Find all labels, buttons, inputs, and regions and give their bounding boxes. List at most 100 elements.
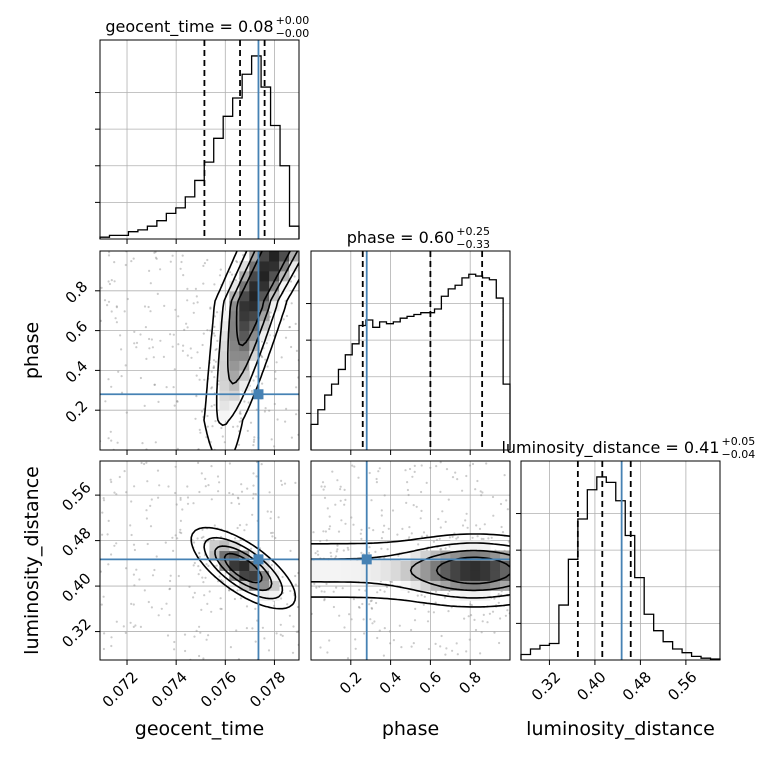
sample-point (279, 633, 282, 636)
density-cell (239, 330, 250, 342)
sample-point (236, 425, 239, 428)
sample-point (422, 603, 425, 606)
x-axis-label-phase: phase (382, 718, 439, 740)
sample-point (204, 576, 207, 579)
sample-point (439, 526, 442, 529)
density-cell (400, 560, 412, 571)
sample-point (265, 342, 268, 345)
sample-point (270, 438, 273, 441)
sample-point (130, 500, 133, 503)
sample-point (380, 547, 383, 550)
sample-point (145, 509, 148, 512)
sample-point (362, 618, 365, 621)
sample-point (425, 481, 428, 484)
density-cell (239, 380, 250, 391)
sample-point (254, 607, 257, 611)
sample-point (396, 533, 399, 536)
density-cell (249, 310, 260, 322)
panel-frame (520, 460, 721, 661)
sample-point (372, 529, 375, 532)
sample-point (179, 528, 182, 531)
density-cell (470, 550, 481, 561)
sample-point (417, 543, 420, 546)
sample-point (285, 407, 288, 410)
sample-point (505, 499, 508, 502)
sample-point (370, 599, 373, 602)
density-cell (229, 350, 240, 361)
sample-point (153, 383, 156, 386)
sample-point (347, 548, 350, 551)
sample-point (152, 356, 155, 359)
sample-point (271, 531, 274, 534)
sample-point (109, 478, 112, 481)
sample-point (169, 579, 172, 583)
sample-point (207, 484, 210, 487)
sample-point (380, 514, 383, 517)
title-lower-error: −0.04 (722, 448, 756, 461)
density-cell (269, 260, 280, 272)
density-cell (450, 550, 461, 561)
density-cell (450, 540, 461, 552)
sample-point (198, 428, 201, 431)
density-cell (450, 580, 461, 591)
density-cell (239, 290, 250, 302)
sample-point (145, 461, 148, 464)
sample-point (280, 479, 283, 482)
sample-point (482, 537, 485, 541)
sample-point (380, 509, 383, 512)
sample-point (133, 342, 136, 345)
x-tick-label-phase: 0.2 (336, 668, 366, 698)
sample-point (250, 547, 253, 550)
density-cell (500, 560, 510, 571)
sample-point (249, 421, 253, 424)
sample-point (120, 375, 123, 378)
density-cell (370, 570, 382, 581)
sample-point (380, 537, 383, 540)
sample-point (373, 620, 376, 623)
sample-point (185, 322, 188, 325)
sample-point (168, 587, 172, 590)
density-cell (229, 300, 240, 312)
contours-phase-luminosity_distance (311, 533, 510, 608)
sample-point (359, 532, 362, 535)
sample-point (209, 329, 212, 332)
sample-point (444, 547, 447, 550)
sample-point (284, 336, 288, 339)
sample-point (474, 488, 477, 491)
sample-point (162, 355, 165, 358)
y-tick-label-luminosity_distance: 0.48 (58, 524, 94, 560)
sample-point (269, 517, 272, 520)
sample-point (183, 633, 187, 636)
sample-point (120, 348, 123, 351)
density-cell (460, 570, 471, 581)
sample-point (184, 649, 187, 653)
sample-point (413, 619, 417, 622)
sample-point (165, 386, 168, 389)
sample-point (423, 595, 426, 598)
sample-point (229, 271, 232, 274)
sample-point (288, 326, 291, 329)
sample-point (282, 318, 285, 321)
density-cell (500, 570, 510, 581)
sample-point (237, 497, 240, 500)
sample-point (154, 256, 158, 259)
sample-point (192, 302, 195, 305)
density-cell (400, 570, 412, 581)
truth-marker (253, 554, 264, 565)
sample-point (335, 586, 338, 589)
sample-point (171, 536, 174, 539)
sample-point (255, 461, 259, 464)
sample-point (376, 591, 379, 594)
panel-frame (99, 39, 300, 240)
sample-point (270, 564, 273, 567)
density-cell (219, 410, 230, 421)
sample-point (480, 494, 483, 497)
sample-point (352, 598, 355, 601)
sample-point (312, 531, 315, 534)
density-cell (480, 540, 491, 552)
sample-point (133, 584, 136, 587)
sample-point (264, 407, 267, 410)
density-cell (249, 251, 260, 262)
sample-point (260, 355, 263, 358)
title-lower-error: −0.00 (276, 27, 310, 40)
